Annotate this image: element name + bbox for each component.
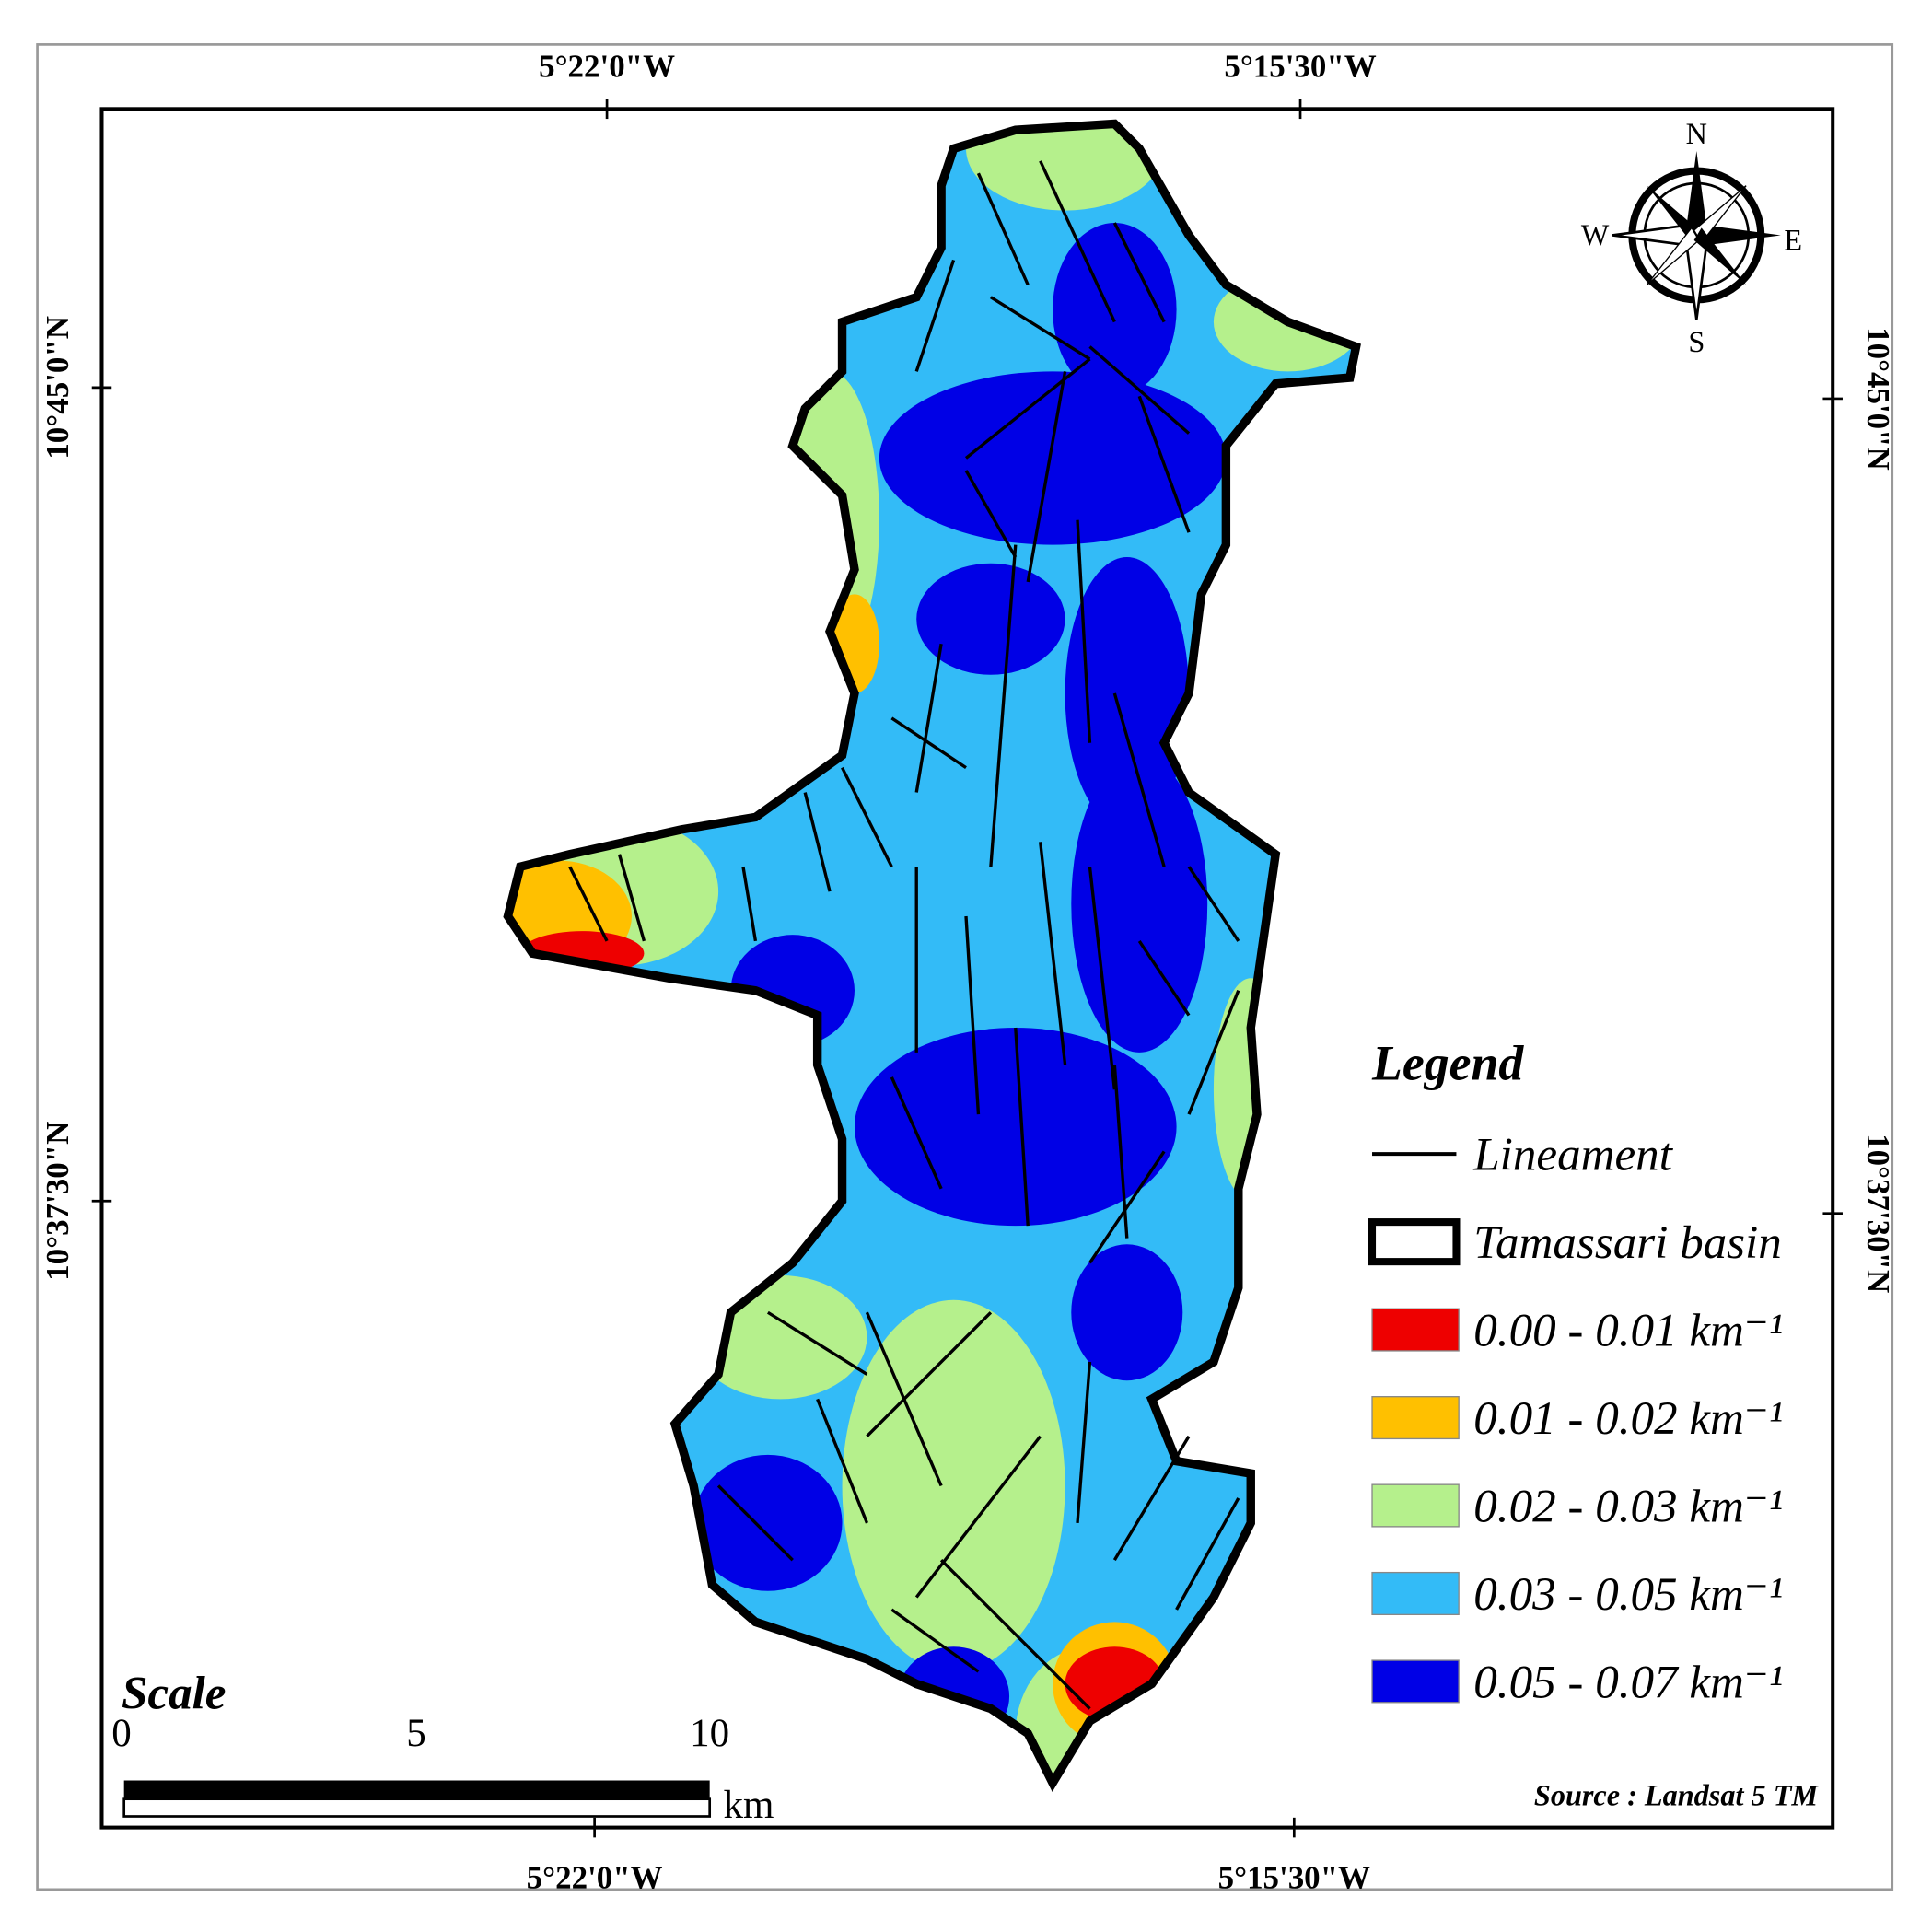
- zone: [1053, 223, 1177, 397]
- compass-s: S: [1688, 325, 1705, 358]
- legend-swatch: [1371, 1659, 1460, 1704]
- right-coord-label: 10°37'30"N: [1860, 1134, 1896, 1293]
- zone: [966, 123, 1165, 211]
- scale-bar: [122, 1797, 712, 1818]
- legend-swatch: [1371, 1308, 1460, 1352]
- scale-tick: 5: [406, 1712, 426, 1755]
- zone: [693, 1454, 843, 1591]
- zone: [842, 1299, 1065, 1672]
- legend-swatch: [1371, 1571, 1460, 1616]
- legend: Lineament Tamassari basin 0.00 - 0.01 km⁻¹…: [1368, 1129, 1783, 1708]
- zone: [1071, 755, 1208, 1053]
- compass-n: N: [1686, 117, 1707, 150]
- legend-outline: [1368, 1218, 1461, 1266]
- scale-unit: km: [723, 1784, 774, 1827]
- zone: [854, 1028, 1177, 1227]
- legend-label: 0.03 - 0.05 km⁻¹: [1473, 1568, 1783, 1621]
- scale-tick: 0: [111, 1712, 132, 1755]
- compass-e: E: [1784, 224, 1802, 257]
- legend-swatch: [1371, 1396, 1460, 1440]
- outer-frame: [36, 43, 1894, 1891]
- legend-title: Legend: [1371, 1035, 1524, 1090]
- bottom-coord-label: 5°15'30"W: [1218, 1859, 1370, 1895]
- graticule-ticks: [91, 99, 1843, 1838]
- zone: [879, 371, 1227, 545]
- scale-tick: 10: [690, 1712, 729, 1755]
- legend-label: 0.00 - 0.01 km⁻¹: [1473, 1305, 1783, 1357]
- legend-label: Lineament: [1472, 1129, 1673, 1181]
- left-coord-label: 10°45'0"N: [40, 316, 76, 460]
- top-coord-label: 5°22'0"W: [539, 48, 675, 84]
- lineaments: [568, 160, 1240, 1710]
- top-coord-label: 5°15'30"W: [1224, 48, 1376, 84]
- zone: [1071, 1244, 1183, 1381]
- scale-bar: [123, 1780, 710, 1799]
- compass-w: W: [1581, 218, 1610, 251]
- legend-label: 0.01 - 0.02 km⁻¹: [1473, 1392, 1783, 1445]
- left-coord-label: 10°37'30"N: [40, 1122, 76, 1281]
- legend-label: Tamassari basin: [1473, 1216, 1782, 1269]
- compass-rose: [1612, 151, 1781, 320]
- legend-label: 0.02 - 0.03 km⁻¹: [1473, 1480, 1783, 1532]
- scale-title: Scale: [122, 1668, 226, 1720]
- right-coord-label: 10°45'0"N: [1860, 327, 1896, 471]
- legend-swatch: [1371, 1483, 1460, 1528]
- zone: [916, 563, 1065, 675]
- legend-label: 0.05 - 0.07 km⁻¹: [1473, 1656, 1783, 1708]
- source-note: Source : Landsat 5 TM: [1534, 1778, 1820, 1811]
- bottom-coord-label: 5°22'0"W: [527, 1859, 663, 1895]
